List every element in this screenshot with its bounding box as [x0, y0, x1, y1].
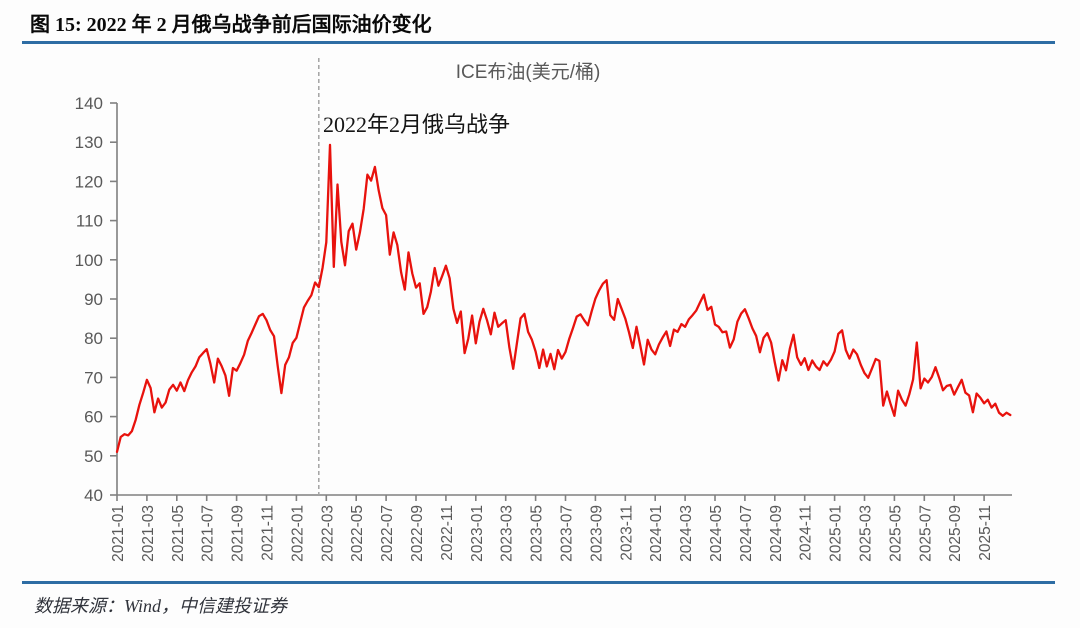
x-tick-label: 2023-01 — [469, 505, 486, 562]
x-tick-label: 2023-07 — [559, 505, 576, 562]
x-tick-label: 2023-05 — [529, 505, 546, 562]
y-tick-label: 40 — [84, 486, 103, 505]
x-tick-label: 2024-07 — [738, 505, 755, 562]
x-tick-label: 2021-07 — [200, 505, 217, 562]
bottom-divider — [22, 581, 1055, 584]
y-tick-label: 70 — [84, 368, 103, 387]
x-tick-label: 2021-03 — [140, 505, 157, 562]
x-tick-label: 2025-03 — [858, 505, 875, 562]
x-tick-label: 2025-09 — [947, 505, 964, 562]
x-tick-label: 2021-09 — [230, 505, 247, 562]
y-tick-label: 120 — [75, 172, 103, 191]
x-tick-label: 2023-09 — [588, 505, 605, 562]
y-tick-label: 80 — [84, 329, 103, 348]
x-tick-label: 2022-11 — [439, 505, 456, 561]
x-tick-label: 2022-03 — [319, 505, 336, 562]
x-tick-label: 2022-07 — [379, 505, 396, 562]
x-tick-label: 2024-11 — [798, 505, 815, 561]
x-tick-label: 2022-09 — [409, 505, 426, 562]
x-tick-label: 2025-05 — [887, 505, 904, 562]
x-tick-label: 2024-01 — [648, 505, 665, 562]
y-tick-label: 90 — [84, 290, 103, 309]
axes: 40 50 60 70 80 90 100 110 120 130 140 2021-01 2021-0… — [75, 94, 1012, 562]
x-tick-label: 2021-05 — [170, 505, 187, 562]
x-tick-label: 2022-05 — [349, 505, 366, 562]
x-tick-label: 2023-03 — [499, 505, 516, 562]
x-tick-label: 2021-11 — [260, 505, 277, 561]
y-tick-label: 100 — [75, 251, 103, 270]
brent-price-line — [115, 143, 1012, 454]
x-tick-label: 2025-07 — [917, 505, 934, 562]
data-source: 数据来源：Wind，中信建投证券 — [34, 596, 288, 616]
y-tick-label: 130 — [75, 133, 103, 152]
x-tick-label: 2024-05 — [708, 505, 725, 562]
top-divider — [22, 41, 1055, 44]
x-tick-label: 2024-03 — [678, 505, 695, 562]
x-tick-label: 2022-01 — [289, 505, 306, 562]
y-tick-label: 60 — [84, 408, 103, 427]
y-tick-label: 110 — [76, 212, 103, 231]
war-annotation: 2022年2月俄乌战争 — [323, 112, 511, 137]
y-tick-label: 50 — [84, 447, 103, 466]
x-tick-label: 2021-01 — [110, 505, 127, 562]
x-tick-label: 2024-09 — [768, 505, 785, 562]
x-tick-label: 2025-11 — [977, 505, 994, 561]
y-tick-label: 140 — [75, 94, 103, 113]
chart-title: ICE布油(美元/桶) — [455, 62, 601, 83]
x-tick-label: 2025-01 — [828, 505, 845, 562]
x-tick-label: 2023-11 — [618, 505, 635, 561]
figure-title: 图 15: 2022 年 2 月俄乌战争前后国际油价变化 — [30, 14, 432, 36]
